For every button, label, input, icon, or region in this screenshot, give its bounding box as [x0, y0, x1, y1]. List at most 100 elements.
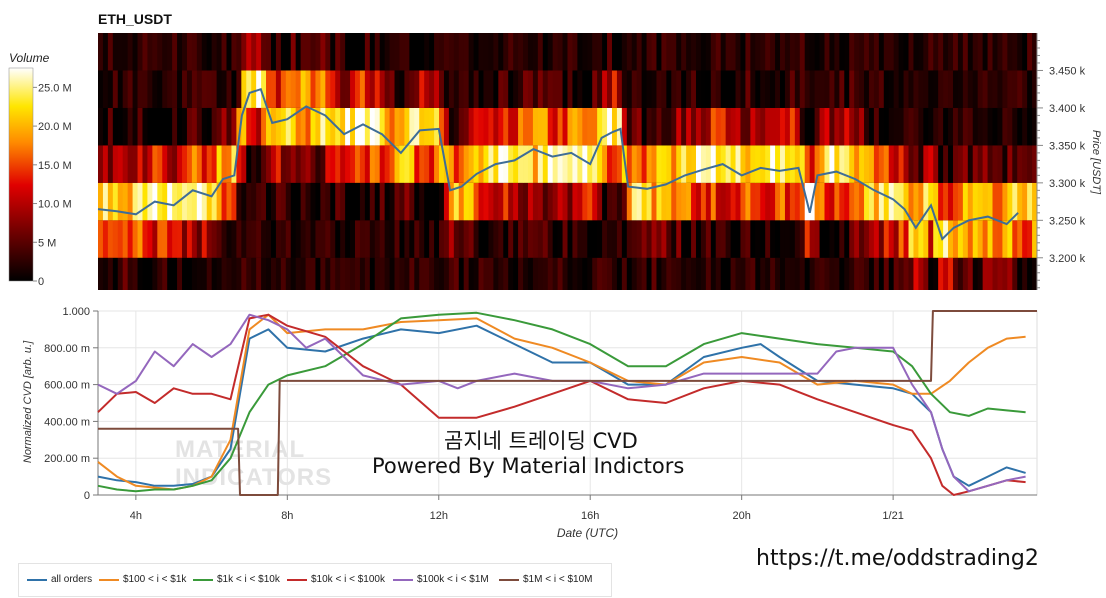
- heatmap-cell: [651, 107, 657, 146]
- heatmap-cell: [587, 107, 593, 146]
- heatmap-cell: [755, 220, 761, 258]
- heatmap-cell: [997, 33, 1003, 71]
- legend-item[interactable]: $100 < i < $1k: [99, 574, 186, 585]
- heatmap-cell: [671, 70, 677, 108]
- heatmap-cell: [508, 145, 514, 183]
- heatmap-cell: [162, 182, 168, 221]
- heatmap-cell: [275, 220, 282, 258]
- heatmap-cell: [458, 220, 465, 258]
- heatmap-cell: [354, 257, 361, 290]
- heatmap-cell: [429, 182, 435, 221]
- heatmap-cell: [1017, 107, 1023, 146]
- heatmap-cell: [735, 145, 741, 183]
- heatmap-cell: [780, 33, 786, 71]
- heatmap-cell: [705, 257, 712, 290]
- cvd-x-tick-label: 16h: [581, 510, 599, 522]
- heatmap-cell: [414, 33, 420, 71]
- heatmap-cell: [888, 70, 895, 108]
- heatmap-cell: [468, 257, 474, 290]
- heatmap-cell: [804, 257, 811, 290]
- legend-item[interactable]: $1k < i < $10k: [193, 574, 280, 585]
- heatmap-cell: [765, 33, 771, 71]
- heatmap-cell: [424, 145, 430, 183]
- heatmap-cell: [523, 220, 529, 258]
- heatmap-cell: [602, 70, 608, 108]
- heatmap-cell: [345, 145, 351, 183]
- heatmap-cell: [992, 107, 998, 146]
- heatmap-cell: [755, 107, 761, 146]
- heatmap-cell: [191, 145, 198, 183]
- heatmap-cell: [903, 220, 909, 258]
- heatmap-cell: [527, 107, 534, 146]
- heatmap-cell: [523, 33, 529, 71]
- heatmap-cell: [527, 182, 534, 221]
- heatmap-cell: [419, 70, 425, 108]
- heatmap-cell: [651, 70, 657, 108]
- heatmap-cell: [399, 107, 405, 146]
- telegram-url[interactable]: https://t.me/oddstrading2: [756, 546, 1039, 571]
- heatmap-cell: [266, 107, 272, 146]
- heatmap-cell: [804, 220, 811, 258]
- legend-item[interactable]: all orders: [27, 574, 92, 585]
- legend-item[interactable]: $10k < i < $100k: [287, 574, 385, 585]
- heatmap-cell: [883, 257, 890, 290]
- heatmap-cell: [478, 107, 484, 146]
- heatmap-cell: [582, 107, 588, 146]
- heatmap-cell: [933, 182, 939, 221]
- heatmap-cell: [177, 145, 183, 183]
- heatmap-cell: [636, 33, 643, 71]
- heatmap-cell: [681, 70, 687, 108]
- heatmap-cell: [789, 220, 796, 258]
- heatmap-cell: [691, 70, 697, 108]
- heatmap-cell: [379, 145, 386, 183]
- heatmap-cell: [834, 33, 840, 71]
- heatmap-cell: [1002, 257, 1008, 290]
- heatmap-cell: [448, 257, 455, 290]
- heatmap-cell: [251, 257, 257, 290]
- heatmap-cell: [221, 33, 227, 71]
- heatmap-cell: [478, 257, 484, 290]
- heatmap-cell: [1027, 257, 1033, 290]
- heatmap-cell: [918, 257, 924, 290]
- heatmap-cell: [987, 70, 993, 108]
- heatmap-cell: [997, 257, 1003, 290]
- heatmap-cell: [799, 145, 806, 183]
- legend-item[interactable]: $1M < i < $10M: [499, 574, 592, 585]
- heatmap-cell: [928, 70, 934, 108]
- heatmap-cell: [671, 257, 677, 290]
- heatmap-cell: [1032, 145, 1038, 183]
- heatmap-cell: [246, 70, 252, 108]
- heatmap-cell: [152, 145, 158, 183]
- heatmap-cell: [611, 33, 618, 71]
- heatmap-cell: [414, 70, 420, 108]
- heatmap-cell: [320, 145, 326, 183]
- heatmap-cell: [784, 70, 791, 108]
- heatmap-cell: [453, 107, 460, 146]
- heatmap-cell: [157, 220, 163, 258]
- heatmap-cell: [567, 145, 573, 183]
- heatmap-cell: [488, 220, 494, 258]
- heatmap-cell: [157, 257, 163, 290]
- heatmap-title: ETH_USDT: [98, 11, 172, 27]
- heatmap-cell: [419, 33, 425, 71]
- heatmap-cell: [542, 182, 549, 221]
- heatmap-cell: [246, 182, 252, 221]
- heatmap-cell: [439, 70, 445, 108]
- heatmap-cell: [893, 33, 900, 71]
- heatmap-cell: [656, 220, 662, 258]
- heatmap-cell: [834, 70, 840, 108]
- heatmap-cell: [700, 70, 707, 108]
- heatmap-cell: [473, 220, 479, 258]
- heatmap-cell: [770, 107, 776, 146]
- heatmap-cell: [196, 257, 203, 290]
- legend-item[interactable]: $100k < i < $1M: [393, 574, 489, 585]
- heatmap-cell: [1012, 107, 1018, 146]
- heatmap-cell: [513, 257, 519, 290]
- heatmap-cell: [883, 107, 890, 146]
- heatmap-cell: [216, 257, 222, 290]
- heatmap-cell: [943, 257, 949, 290]
- heatmap-cell: [695, 257, 702, 290]
- heatmap-cell: [389, 145, 395, 183]
- heatmap-cell: [908, 220, 914, 258]
- heatmap-cell: [597, 70, 603, 108]
